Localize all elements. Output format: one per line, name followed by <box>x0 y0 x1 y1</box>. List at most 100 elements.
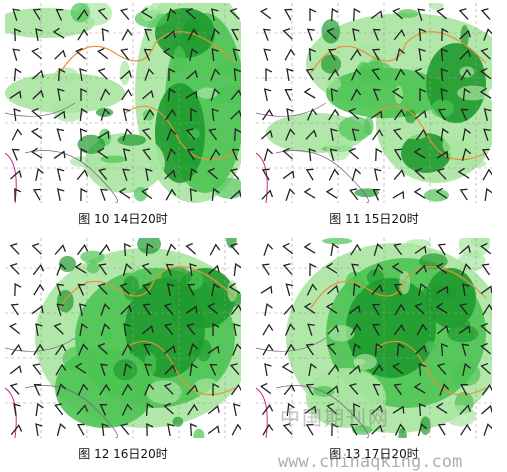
wind-barb-staff <box>263 48 271 61</box>
wind-barb <box>419 87 427 102</box>
wind-barb <box>284 88 293 101</box>
wind-barb-staff <box>462 127 471 142</box>
wind-barb-staff <box>78 303 87 317</box>
precip-patch <box>70 3 91 23</box>
wind-barb <box>80 87 88 102</box>
wind-barb-staff <box>13 403 21 417</box>
wind-barb <box>459 404 472 415</box>
wind-barb <box>351 68 362 81</box>
wind-barb <box>440 343 449 357</box>
wind-barb-staff <box>54 343 67 356</box>
wind-barb-staff <box>307 323 315 336</box>
precip-patch <box>171 307 204 328</box>
wind-barb <box>263 148 274 161</box>
wind-barb <box>31 47 43 60</box>
precip-patch <box>109 254 137 264</box>
wind-barb <box>140 187 153 200</box>
wind-barb-staff <box>233 68 241 82</box>
wind-barb-staff <box>263 243 274 256</box>
wind-barb-staff <box>286 402 295 417</box>
wind-barb-staff <box>415 264 427 275</box>
precip-patch <box>326 77 341 91</box>
wind-barb <box>373 263 384 276</box>
wind-barb <box>462 362 471 377</box>
wind-barb-staff <box>282 170 295 180</box>
wind-barb-staff <box>185 7 196 20</box>
wind-barb-staff <box>480 8 491 20</box>
wind-barb <box>229 243 240 255</box>
wind-barb-staff <box>120 69 132 80</box>
wind-barb-staff <box>14 187 22 202</box>
wind-barb-staff <box>481 404 492 415</box>
province-border <box>310 31 487 161</box>
wind-barb-staff <box>231 28 239 41</box>
wind-barb <box>373 243 384 256</box>
wind-barb <box>282 170 295 180</box>
wind-barb-staff <box>458 8 469 20</box>
wind-barb <box>261 168 270 181</box>
wind-barb-staff <box>326 27 337 40</box>
wind-barb <box>351 168 362 181</box>
wind-barb <box>393 243 403 256</box>
map-panel <box>256 238 492 438</box>
wind-barb-staff <box>309 7 317 22</box>
wind-barb-staff <box>100 363 108 376</box>
wind-barb-staff <box>350 243 362 256</box>
wind-barb <box>209 363 218 376</box>
wind-barb-staff <box>35 28 43 42</box>
wind-barb-staff <box>436 150 449 159</box>
wind-barb <box>371 404 383 415</box>
wind-barb-staff <box>263 148 274 161</box>
wind-barb-staff <box>392 190 405 199</box>
precip-patch <box>161 254 177 270</box>
wind-barb <box>281 362 294 374</box>
precip-patch <box>404 109 417 124</box>
wind-barb <box>162 47 175 59</box>
precip-patch <box>161 266 192 287</box>
wind-barb <box>100 303 111 316</box>
wind-barb <box>79 107 88 122</box>
wind-barb <box>100 323 111 336</box>
wind-barb <box>78 303 87 317</box>
wind-barb <box>329 148 338 161</box>
wind-barb-staff <box>122 108 131 121</box>
wind-barb <box>284 48 296 61</box>
wind-barb-staff <box>10 343 23 356</box>
wind-barb-staff <box>460 108 469 121</box>
province-border <box>310 266 487 396</box>
wind-barb-staff <box>57 88 65 102</box>
precip-patch <box>321 19 341 44</box>
wind-barb-staff <box>372 323 380 336</box>
wind-barb <box>306 108 318 121</box>
wind-barb-staff <box>374 342 383 357</box>
wind-barb-staff <box>440 48 448 62</box>
wind-barb <box>189 362 198 377</box>
wind-barb <box>305 129 318 140</box>
wind-barb <box>122 263 132 276</box>
wind-barb-staff <box>393 108 406 121</box>
precip-patch <box>326 135 352 161</box>
wind-barb-staff <box>98 168 108 181</box>
wind-barb-staff <box>76 423 85 436</box>
wind-barb-staff <box>348 383 359 395</box>
wind-barb-staff <box>77 383 89 396</box>
wind-barb <box>101 423 109 437</box>
wind-barb-staff <box>56 263 67 276</box>
wind-barb-staff <box>80 87 88 102</box>
wind-barb <box>233 262 241 277</box>
wind-barb <box>418 403 426 417</box>
wind-barb <box>231 423 241 436</box>
wind-barb-staff <box>166 8 176 21</box>
wind-barb <box>417 8 425 21</box>
wind-barb-staff <box>435 402 448 414</box>
wind-barb <box>418 363 427 377</box>
wind-barb <box>210 28 221 41</box>
wind-barb <box>393 148 402 161</box>
wind-barb <box>189 263 197 277</box>
wind-barb <box>9 322 21 335</box>
wind-barb-staff <box>231 148 240 161</box>
wind-barb-staff <box>141 325 154 335</box>
wind-barb <box>350 88 362 101</box>
wind-barb <box>10 424 23 436</box>
wind-barb <box>263 88 272 102</box>
